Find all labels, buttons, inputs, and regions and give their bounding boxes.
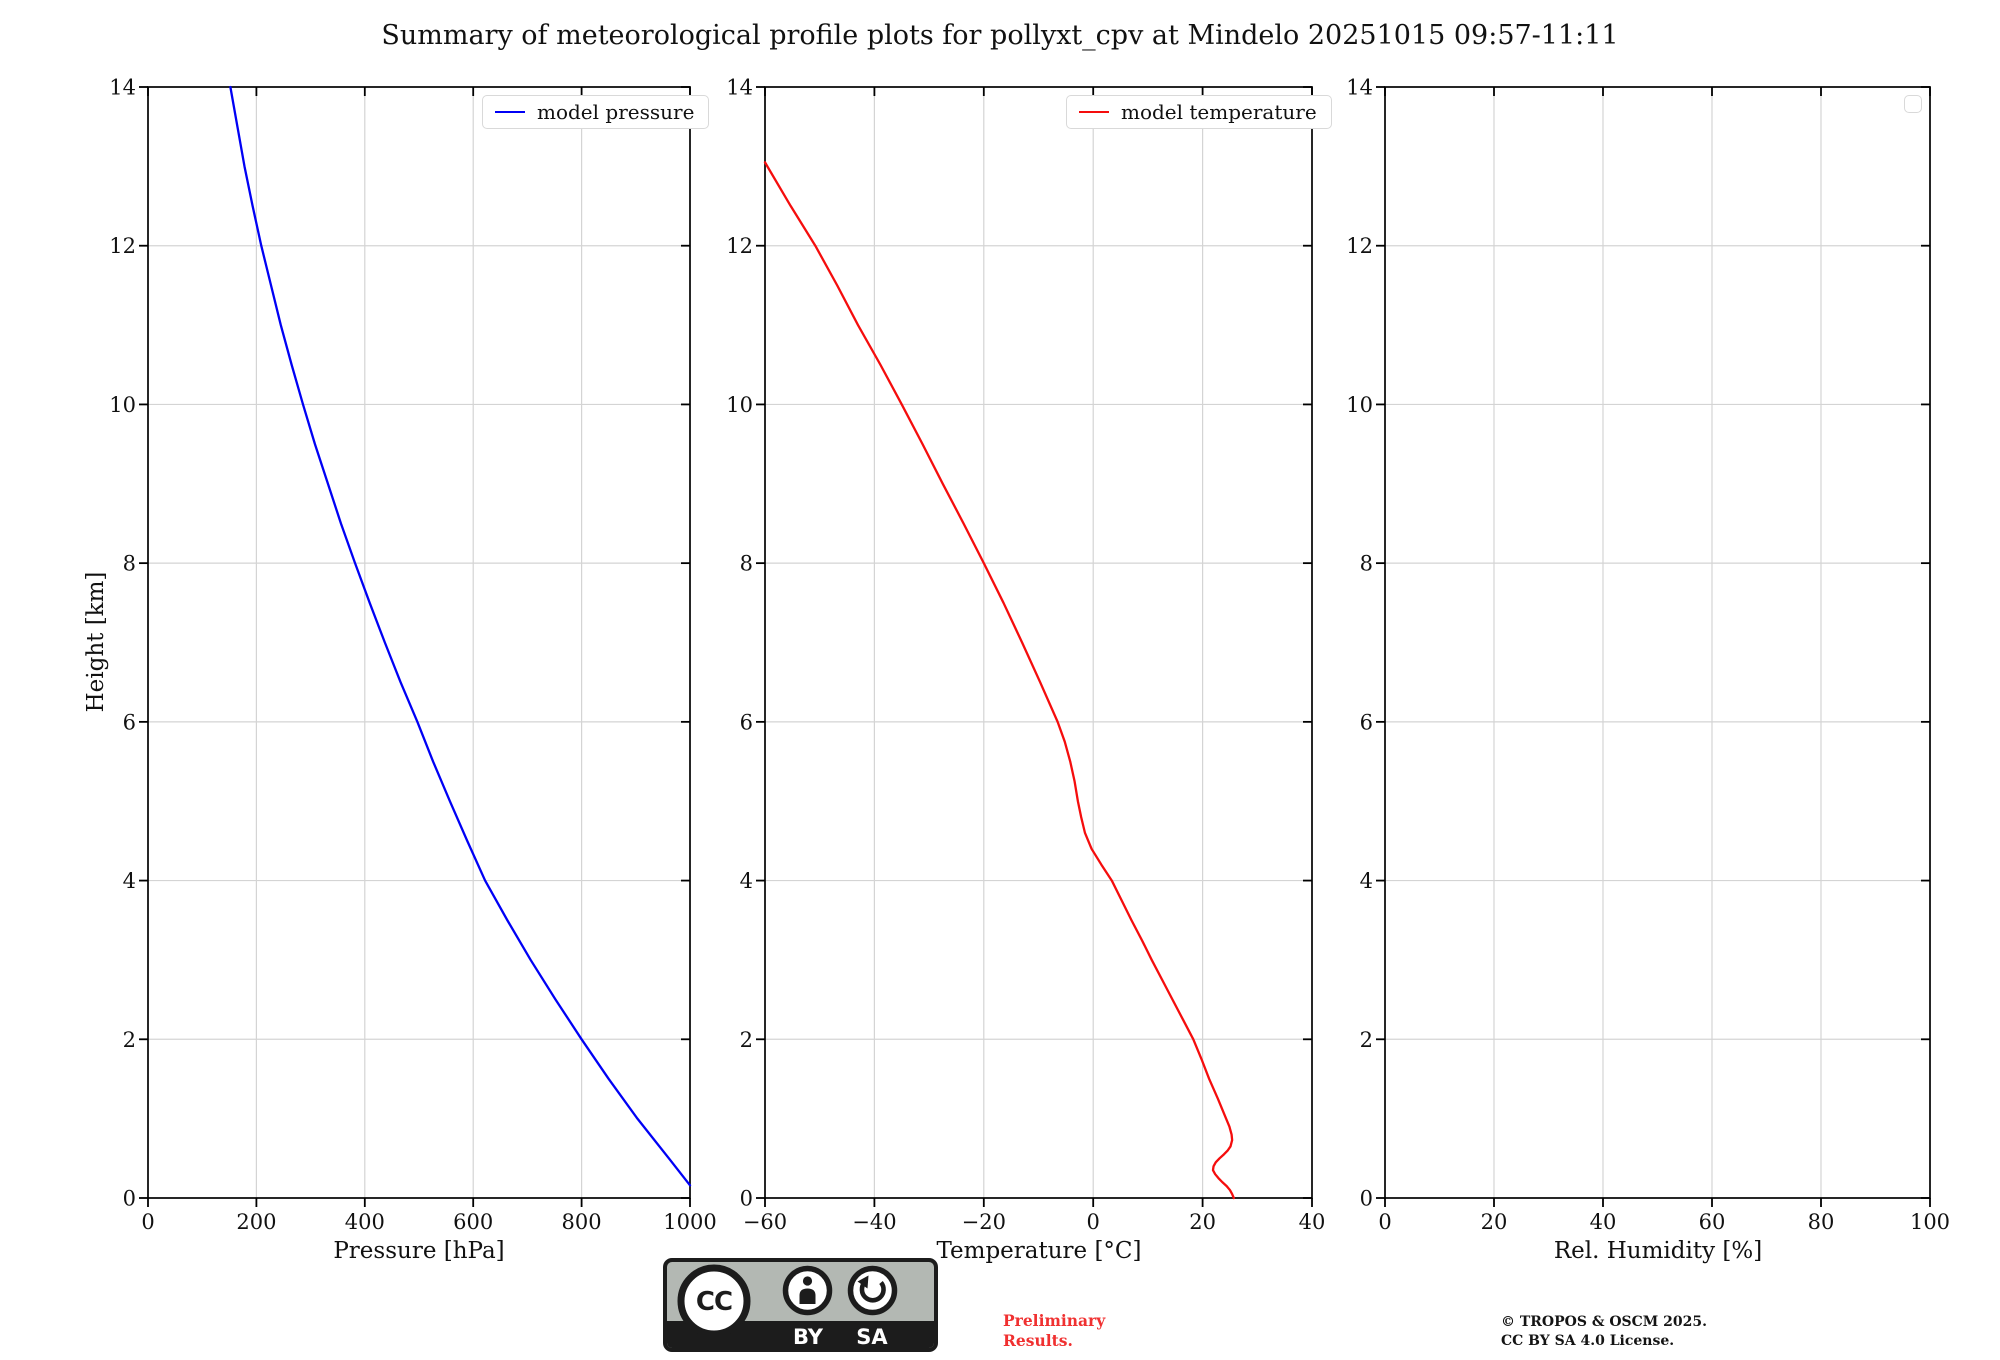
by-text-label: BY [792, 1325, 824, 1349]
cc-text-label: CC [695, 1287, 733, 1317]
temperature-tick-labels: −60 −40 −20 0 20 40 0 2 4 6 8 10 12 14 [726, 76, 1325, 1235]
svg-text:4: 4 [123, 869, 136, 893]
humidity-empty-legend [1904, 95, 1922, 113]
humidity-plot: 0 20 40 60 80 100 0 2 4 6 8 10 12 14 [1346, 76, 1950, 1235]
cc-circle-icon [677, 1264, 751, 1338]
svg-text:14: 14 [109, 76, 136, 100]
pressure-x-axis-label: Pressure [hPa] [333, 1238, 505, 1264]
sa-text-label: SA [856, 1325, 888, 1349]
temperature-legend: model temperature [1066, 95, 1332, 129]
cc-license-badge: CC BY SA [663, 1258, 938, 1352]
svg-text:6: 6 [1360, 710, 1373, 734]
pressure-tick-labels: 0 200 400 600 800 1000 0 2 4 6 8 10 12 14 [109, 76, 716, 1235]
humidity-tick-labels: 0 20 40 60 80 100 0 2 4 6 8 10 12 14 [1346, 76, 1950, 1235]
svg-text:10: 10 [726, 393, 753, 417]
y-axis-label: Height [km] [83, 571, 109, 713]
model-pressure-curve [229, 85, 692, 1187]
svg-text:20: 20 [1481, 1210, 1508, 1234]
svg-text:1000: 1000 [663, 1210, 716, 1234]
svg-text:0: 0 [740, 1187, 753, 1211]
model-temperature-curve [763, 161, 1235, 1200]
svg-text:2: 2 [123, 1028, 136, 1052]
copyright-note: © TROPOS & OSCM 2025. CC BY SA 4.0 Licen… [1501, 1313, 1707, 1350]
pressure-legend-label: model pressure [537, 100, 695, 124]
temperature-plot: −60 −40 −20 0 20 40 0 2 4 6 8 10 12 14 [726, 76, 1325, 1235]
pressure-gridlines [148, 87, 690, 1198]
svg-text:0: 0 [1087, 1210, 1100, 1234]
sa-circle-icon [847, 1265, 898, 1316]
svg-text:60: 60 [1699, 1210, 1726, 1234]
temperature-x-axis-label: Temperature [°C] [936, 1238, 1142, 1264]
preliminary-results-note: Preliminary Results. [1003, 1311, 1105, 1350]
svg-text:4: 4 [1360, 869, 1373, 893]
humidity-gridlines [1385, 87, 1930, 1198]
pressure-legend: model pressure [482, 95, 710, 129]
svg-text:400: 400 [345, 1210, 385, 1234]
svg-text:10: 10 [1346, 393, 1373, 417]
copyright-line1: © TROPOS & OSCM 2025. [1501, 1314, 1708, 1330]
share-alike-arrow-icon [857, 1275, 886, 1303]
svg-text:0: 0 [1378, 1210, 1391, 1234]
svg-text:12: 12 [726, 234, 753, 258]
svg-text:40: 40 [1590, 1210, 1617, 1234]
svg-text:6: 6 [740, 710, 753, 734]
svg-text:800: 800 [562, 1210, 602, 1234]
svg-text:80: 80 [1808, 1210, 1835, 1234]
svg-text:2: 2 [1360, 1028, 1373, 1052]
humidity-spines [1384, 86, 1931, 1199]
svg-text:8: 8 [1360, 552, 1373, 576]
cc-badge-icons [677, 1264, 898, 1338]
person-icon [799, 1276, 816, 1304]
pressure-legend-line-sample [495, 111, 525, 113]
svg-text:12: 12 [109, 234, 136, 258]
svg-text:0: 0 [123, 1187, 136, 1211]
svg-text:6: 6 [123, 710, 136, 734]
svg-text:8: 8 [123, 552, 136, 576]
svg-text:−60: −60 [743, 1210, 787, 1234]
humidity-ticks [1376, 86, 1931, 1207]
svg-text:−40: −40 [852, 1210, 896, 1234]
pressure-spines [147, 86, 691, 1199]
svg-text:10: 10 [109, 393, 136, 417]
temperature-legend-line-sample [1079, 111, 1109, 113]
humidity-x-axis-label: Rel. Humidity [%] [1553, 1238, 1763, 1264]
figure-title: Summary of meteorological profile plots … [381, 20, 1619, 51]
preliminary-line2: Results. [1003, 1330, 1073, 1350]
svg-text:8: 8 [740, 552, 753, 576]
svg-text:200: 200 [236, 1210, 276, 1234]
pressure-plot: 0 200 400 600 800 1000 0 2 4 6 8 10 12 14 [109, 76, 716, 1235]
svg-text:4: 4 [740, 869, 753, 893]
svg-text:100: 100 [1910, 1210, 1950, 1234]
svg-text:0: 0 [141, 1210, 154, 1234]
svg-text:12: 12 [1346, 234, 1373, 258]
svg-text:0: 0 [1360, 1187, 1373, 1211]
svg-text:2: 2 [740, 1028, 753, 1052]
svg-text:−20: −20 [962, 1210, 1006, 1234]
preliminary-line1: Preliminary [1003, 1311, 1106, 1330]
svg-text:14: 14 [726, 76, 753, 100]
svg-text:600: 600 [453, 1210, 493, 1234]
temperature-legend-label: model temperature [1121, 100, 1317, 124]
svg-text:20: 20 [1189, 1210, 1216, 1234]
svg-text:40: 40 [1299, 1210, 1326, 1234]
temperature-spines [764, 86, 1313, 1199]
temperature-gridlines [765, 87, 1312, 1198]
copyright-line2: CC BY SA 4.0 License. [1501, 1332, 1675, 1349]
svg-text:14: 14 [1346, 76, 1373, 100]
